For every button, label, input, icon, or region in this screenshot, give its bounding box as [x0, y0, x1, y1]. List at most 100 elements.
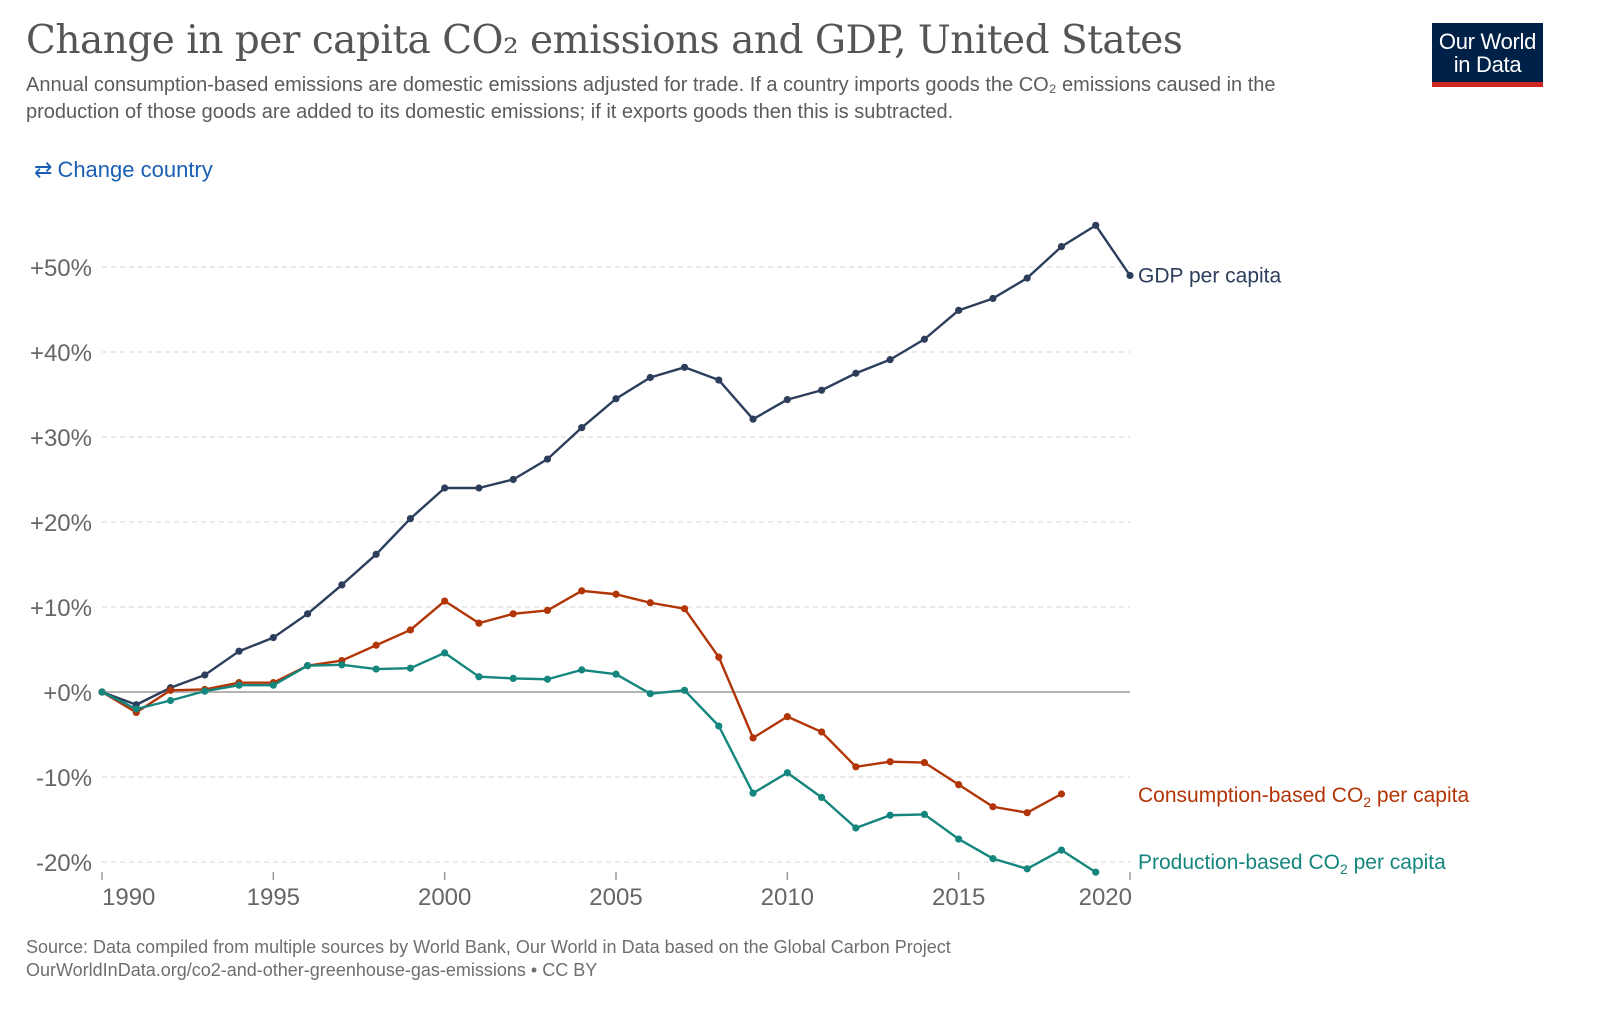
data-point-consumption-based-co-per-capita — [955, 781, 963, 789]
x-tick-label: 2020 — [1079, 884, 1132, 911]
data-point-gdp-per-capita — [646, 373, 654, 382]
data-point-consumption-based-co-per-capita — [509, 610, 517, 618]
data-point-consumption-based-co-per-capita — [166, 686, 175, 694]
x-tick-label: 2015 — [932, 884, 985, 911]
data-point-consumption-based-co-per-capita — [920, 758, 929, 767]
data-point-gdp-per-capita — [475, 484, 483, 492]
source-url[interactable]: OurWorldInData.org/co2-and-other-greenho… — [26, 960, 598, 980]
data-point-production-based-co-per-capita — [543, 675, 552, 683]
y-tick-label: +30% — [30, 425, 92, 452]
y-tick-label: +20% — [30, 510, 92, 537]
y-tick-label: +50% — [30, 255, 92, 282]
data-point-production-based-co-per-capita — [920, 810, 929, 819]
data-point-gdp-per-capita — [338, 581, 346, 589]
change-country-button[interactable]: ⇄ Change country — [34, 157, 213, 183]
owid-logo[interactable]: Our World in Data — [1432, 23, 1543, 87]
data-point-consumption-based-co-per-capita — [1023, 809, 1031, 817]
x-tick-label: 2000 — [418, 884, 471, 911]
y-tick-label: -10% — [36, 765, 92, 792]
data-point-production-based-co-per-capita — [269, 681, 277, 689]
data-point-consumption-based-co-per-capita — [818, 728, 826, 736]
x-tick-label: 1995 — [247, 884, 300, 911]
data-point-gdp-per-capita — [441, 484, 449, 492]
data-point-production-based-co-per-capita — [749, 789, 757, 797]
data-point-consumption-based-co-per-capita — [680, 605, 689, 613]
data-point-production-based-co-per-capita — [646, 690, 654, 698]
data-point-consumption-based-co-per-capita — [441, 597, 449, 605]
data-point-consumption-based-co-per-capita — [475, 619, 483, 627]
change-country-label: Change country — [57, 157, 213, 182]
x-tick-label: 1990 — [102, 884, 155, 911]
data-point-production-based-co-per-capita — [338, 661, 346, 669]
data-point-gdp-per-capita — [852, 369, 860, 377]
data-point-consumption-based-co-per-capita — [646, 599, 654, 607]
series-label-consumption-based-co-per-capita: Consumption-based CO2 per capita — [1138, 784, 1469, 810]
data-point-gdp-per-capita — [406, 515, 414, 523]
data-point-gdp-per-capita — [680, 363, 689, 371]
data-point-production-based-co-per-capita — [989, 855, 997, 863]
data-point-production-based-co-per-capita — [1092, 868, 1100, 876]
series-line-consumption-based-co-per-capita — [101, 589, 1063, 814]
data-point-consumption-based-co-per-capita — [783, 713, 791, 721]
line-chart: -20% -10% +0% +10% +20% +30% +40% +50% 1990 1995 2… — [30, 221, 1469, 911]
data-point-production-based-co-per-capita — [509, 674, 517, 683]
data-point-consumption-based-co-per-capita — [406, 626, 414, 634]
data-point-production-based-co-per-capita — [304, 662, 312, 670]
data-point-gdp-per-capita — [818, 386, 826, 394]
data-point-production-based-co-per-capita — [612, 670, 620, 678]
data-point-gdp-per-capita — [1023, 274, 1031, 282]
series-label-gdp-per-capita: GDP per capita — [1138, 265, 1282, 288]
series-line-production-based-co-per-capita — [101, 651, 1097, 874]
y-tick-label: +10% — [30, 595, 92, 622]
logo-line-2: in Data — [1453, 51, 1522, 77]
data-point-consumption-based-co-per-capita — [749, 734, 757, 742]
data-point-production-based-co-per-capita — [680, 686, 689, 694]
data-point-gdp-per-capita — [372, 550, 380, 558]
series-label-production-based-co-per-capita: Production-based CO2 per capita — [1138, 851, 1446, 877]
data-point-consumption-based-co-per-capita — [543, 606, 552, 615]
data-point-production-based-co-per-capita — [1023, 865, 1031, 873]
data-point-gdp-per-capita — [783, 396, 791, 404]
data-point-gdp-per-capita — [509, 475, 517, 484]
chart-title: Change in per capita CO₂ emissions and G… — [26, 18, 1183, 63]
data-point-gdp-per-capita — [304, 610, 312, 618]
data-point-gdp-per-capita — [1092, 221, 1100, 229]
data-point-production-based-co-per-capita — [886, 811, 894, 819]
source-note: Source: Data compiled from multiple sour… — [26, 937, 951, 957]
swap-arrows-icon: ⇄ — [34, 157, 53, 182]
y-tick-label: +0% — [43, 680, 92, 707]
data-point-gdp-per-capita — [920, 335, 929, 343]
data-point-production-based-co-per-capita — [441, 649, 449, 657]
data-point-production-based-co-per-capita — [406, 664, 414, 672]
data-point-gdp-per-capita — [955, 306, 963, 314]
series-line-gdp-per-capita — [101, 224, 1131, 706]
data-point-production-based-co-per-capita — [475, 673, 483, 681]
data-point-consumption-based-co-per-capita — [578, 587, 586, 595]
data-point-gdp-per-capita — [578, 424, 586, 432]
chart-subtitle: Annual consumption-based emissions are d… — [26, 74, 1276, 123]
data-point-production-based-co-per-capita — [372, 665, 380, 673]
data-point-gdp-per-capita — [235, 647, 243, 655]
data-point-consumption-based-co-per-capita — [989, 803, 997, 811]
data-point-gdp-per-capita — [612, 395, 620, 403]
x-tick-label: 2010 — [761, 884, 814, 911]
data-point-production-based-co-per-capita — [132, 705, 140, 713]
data-point-consumption-based-co-per-capita — [1057, 790, 1066, 798]
data-point-consumption-based-co-per-capita — [372, 641, 380, 649]
data-point-production-based-co-per-capita — [201, 687, 209, 695]
data-point-production-based-co-per-capita — [783, 769, 791, 777]
data-point-production-based-co-per-capita — [1057, 846, 1066, 854]
data-point-production-based-co-per-capita — [715, 722, 723, 730]
data-point-production-based-co-per-capita — [578, 666, 586, 674]
y-tick-label: +40% — [30, 340, 92, 367]
data-point-gdp-per-capita — [269, 634, 277, 642]
x-tick-label: 2005 — [589, 884, 642, 911]
data-point-gdp-per-capita — [201, 671, 209, 679]
data-point-gdp-per-capita — [989, 294, 997, 303]
data-point-production-based-co-per-capita — [98, 688, 106, 696]
data-point-gdp-per-capita — [1126, 271, 1134, 280]
data-point-gdp-per-capita — [1057, 243, 1066, 251]
chart-footer: Source: Data compiled from multiple sour… — [26, 936, 951, 982]
data-point-production-based-co-per-capita — [852, 824, 860, 832]
data-point-gdp-per-capita — [749, 415, 757, 423]
